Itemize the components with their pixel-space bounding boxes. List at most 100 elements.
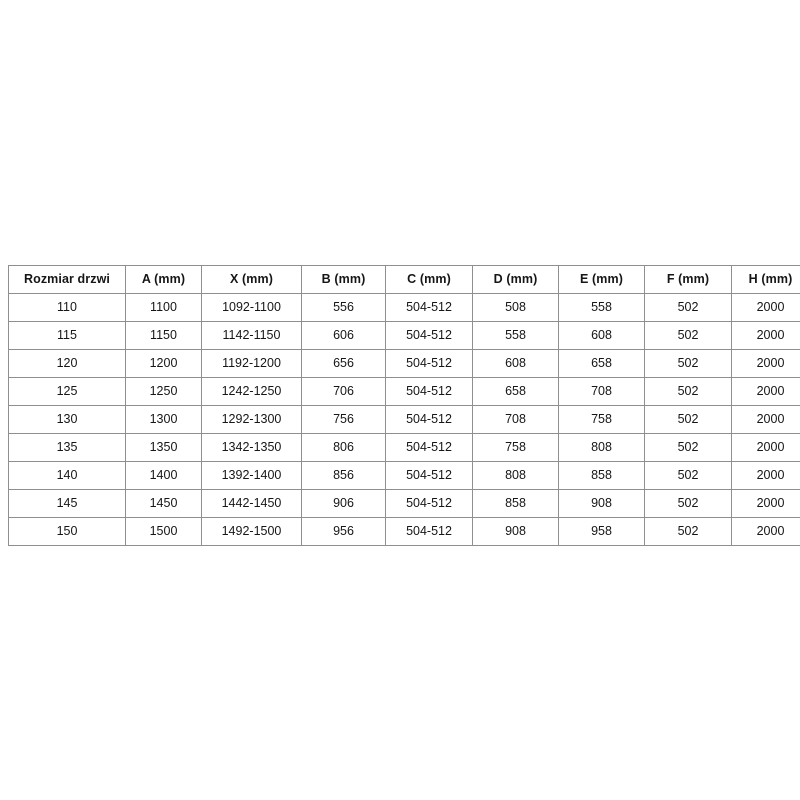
column-header-4: C (mm) bbox=[385, 265, 473, 294]
cell-value: 758 bbox=[558, 405, 645, 434]
cell-value: 1142-1150 bbox=[201, 321, 302, 350]
cell-value: 1442-1450 bbox=[201, 489, 302, 518]
cell-value: 2000 bbox=[731, 433, 800, 462]
table-row: 110 1100 1092-1100 556 504-512 508 558 502 2000 bbox=[8, 293, 800, 322]
column-header-5: D (mm) bbox=[472, 265, 559, 294]
cell-value: 706 bbox=[301, 377, 386, 406]
cell-value: 1092-1100 bbox=[201, 293, 302, 322]
cell-value: 1342-1350 bbox=[201, 433, 302, 462]
cell-value: 2000 bbox=[731, 405, 800, 434]
table-row: 130 1300 1292-1300 756 504-512 708 758 502 2000 bbox=[8, 405, 800, 434]
cell-door-size: 140 bbox=[8, 461, 126, 490]
cell-value: 1242-1250 bbox=[201, 377, 302, 406]
cell-value: 504-512 bbox=[385, 377, 473, 406]
cell-value: 504-512 bbox=[385, 293, 473, 322]
cell-value: 1200 bbox=[125, 349, 202, 378]
cell-value: 708 bbox=[472, 405, 559, 434]
cell-door-size: 135 bbox=[8, 433, 126, 462]
cell-value: 956 bbox=[301, 517, 386, 546]
cell-value: 502 bbox=[644, 293, 732, 322]
cell-value: 708 bbox=[558, 377, 645, 406]
cell-value: 1192-1200 bbox=[201, 349, 302, 378]
cell-value: 908 bbox=[472, 517, 559, 546]
cell-value: 756 bbox=[301, 405, 386, 434]
cell-value: 504-512 bbox=[385, 433, 473, 462]
cell-value: 504-512 bbox=[385, 349, 473, 378]
cell-value: 806 bbox=[301, 433, 386, 462]
cell-door-size: 130 bbox=[8, 405, 126, 434]
table-header: Rozmiar drzwi A (mm) X (mm) B (mm) C (mm) D (… bbox=[8, 265, 800, 294]
cell-door-size: 115 bbox=[8, 321, 126, 350]
cell-value: 1150 bbox=[125, 321, 202, 350]
cell-value: 656 bbox=[301, 349, 386, 378]
table-row: 115 1150 1142-1150 606 504-512 558 608 502 2000 bbox=[8, 321, 800, 350]
cell-value: 2000 bbox=[731, 321, 800, 350]
cell-door-size: 125 bbox=[8, 377, 126, 406]
cell-value: 556 bbox=[301, 293, 386, 322]
spec-table-container: Rozmiar drzwi A (mm) X (mm) B (mm) C (mm) D (… bbox=[8, 265, 800, 546]
cell-door-size: 150 bbox=[8, 517, 126, 546]
column-header-2: X (mm) bbox=[201, 265, 302, 294]
cell-value: 504-512 bbox=[385, 321, 473, 350]
cell-value: 856 bbox=[301, 461, 386, 490]
table-row: 120 1200 1192-1200 656 504-512 608 658 502 2000 bbox=[8, 349, 800, 378]
cell-value: 2000 bbox=[731, 489, 800, 518]
column-header-0: Rozmiar drzwi bbox=[8, 265, 126, 294]
cell-value: 502 bbox=[644, 321, 732, 350]
cell-value: 504-512 bbox=[385, 405, 473, 434]
cell-value: 1292-1300 bbox=[201, 405, 302, 434]
cell-value: 1100 bbox=[125, 293, 202, 322]
cell-value: 808 bbox=[472, 461, 559, 490]
cell-value: 808 bbox=[558, 433, 645, 462]
cell-value: 2000 bbox=[731, 293, 800, 322]
cell-value: 858 bbox=[558, 461, 645, 490]
cell-value: 1450 bbox=[125, 489, 202, 518]
cell-value: 558 bbox=[558, 293, 645, 322]
table-row: 145 1450 1442-1450 906 504-512 858 908 502 2000 bbox=[8, 489, 800, 518]
column-header-7: F (mm) bbox=[644, 265, 732, 294]
door-size-spec-table: Rozmiar drzwi A (mm) X (mm) B (mm) C (mm) D (… bbox=[8, 265, 800, 546]
cell-value: 758 bbox=[472, 433, 559, 462]
cell-value: 1500 bbox=[125, 517, 202, 546]
cell-value: 658 bbox=[558, 349, 645, 378]
cell-value: 502 bbox=[644, 349, 732, 378]
cell-door-size: 110 bbox=[8, 293, 126, 322]
table-row: 150 1500 1492-1500 956 504-512 908 958 502 2000 bbox=[8, 517, 800, 546]
table-body: 110 1100 1092-1100 556 504-512 508 558 502 2000 1… bbox=[8, 293, 800, 546]
cell-value: 606 bbox=[301, 321, 386, 350]
cell-value: 658 bbox=[472, 377, 559, 406]
cell-value: 858 bbox=[472, 489, 559, 518]
table-row: 135 1350 1342-1350 806 504-512 758 808 502 2000 bbox=[8, 433, 800, 462]
cell-door-size: 145 bbox=[8, 489, 126, 518]
cell-value: 504-512 bbox=[385, 489, 473, 518]
cell-value: 958 bbox=[558, 517, 645, 546]
cell-value: 608 bbox=[558, 321, 645, 350]
cell-value: 608 bbox=[472, 349, 559, 378]
cell-value: 504-512 bbox=[385, 461, 473, 490]
column-header-8: H (mm) bbox=[731, 265, 800, 294]
cell-value: 502 bbox=[644, 461, 732, 490]
cell-value: 1400 bbox=[125, 461, 202, 490]
cell-value: 504-512 bbox=[385, 517, 473, 546]
column-header-1: A (mm) bbox=[125, 265, 202, 294]
cell-value: 1350 bbox=[125, 433, 202, 462]
cell-value: 2000 bbox=[731, 377, 800, 406]
cell-value: 1250 bbox=[125, 377, 202, 406]
cell-value: 502 bbox=[644, 517, 732, 546]
cell-value: 2000 bbox=[731, 517, 800, 546]
cell-value: 502 bbox=[644, 405, 732, 434]
cell-value: 906 bbox=[301, 489, 386, 518]
cell-value: 1492-1500 bbox=[201, 517, 302, 546]
cell-value: 502 bbox=[644, 433, 732, 462]
cell-value: 502 bbox=[644, 377, 732, 406]
cell-value: 558 bbox=[472, 321, 559, 350]
column-header-3: B (mm) bbox=[301, 265, 386, 294]
cell-value: 508 bbox=[472, 293, 559, 322]
table-row: 140 1400 1392-1400 856 504-512 808 858 502 2000 bbox=[8, 461, 800, 490]
column-header-6: E (mm) bbox=[558, 265, 645, 294]
cell-door-size: 120 bbox=[8, 349, 126, 378]
cell-value: 908 bbox=[558, 489, 645, 518]
cell-value: 2000 bbox=[731, 461, 800, 490]
cell-value: 1300 bbox=[125, 405, 202, 434]
cell-value: 1392-1400 bbox=[201, 461, 302, 490]
